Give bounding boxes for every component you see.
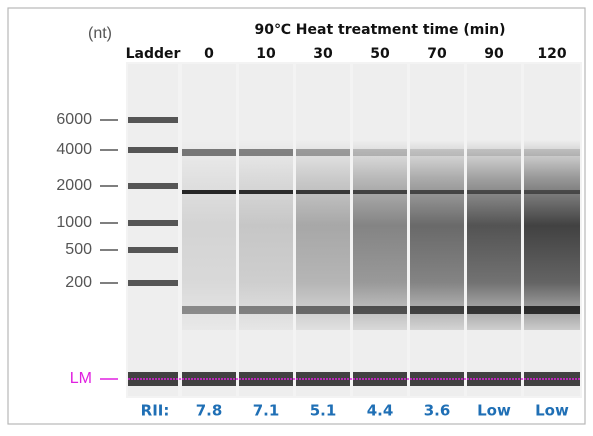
band-28s (467, 149, 521, 156)
band-low (467, 306, 521, 314)
rin-label: RII: (141, 402, 170, 420)
title: 90℃ Heat treatment time (min) (255, 22, 506, 38)
band-low (239, 306, 293, 314)
rin-value: 3.6 (424, 402, 451, 420)
size-label: 2000 (56, 177, 92, 194)
band-low (182, 306, 236, 314)
smear (239, 140, 293, 330)
lane-label: 0 (204, 46, 214, 62)
band-18s (467, 190, 521, 194)
band-28s (410, 149, 464, 156)
ladder-band (128, 117, 178, 123)
size-label: 500 (65, 241, 92, 258)
ladder-band (128, 280, 178, 286)
band-18s (239, 190, 293, 194)
band-18s (524, 190, 580, 194)
band-low (524, 306, 580, 314)
smear (524, 140, 580, 330)
smear (410, 140, 464, 330)
rin-value: 4.4 (367, 402, 394, 420)
band-low (410, 306, 464, 314)
size-label: 6000 (56, 111, 92, 128)
smear (182, 140, 236, 330)
band-28s (353, 149, 407, 156)
band-18s (182, 190, 236, 194)
lane-label: 70 (427, 46, 447, 62)
ladder-band (128, 220, 178, 226)
rin-value: 7.1 (253, 402, 280, 420)
band-18s (353, 190, 407, 194)
ladder-band (128, 183, 178, 189)
band-18s (410, 190, 464, 194)
lane-label: 10 (256, 46, 276, 62)
size-label: 200 (65, 274, 92, 291)
band-28s (182, 149, 236, 156)
rin-value: 5.1 (310, 402, 337, 420)
ladder-band (128, 247, 178, 253)
smear (467, 140, 521, 330)
lane (128, 64, 178, 396)
lm-label: LM (70, 370, 92, 387)
band-28s (296, 149, 350, 156)
rin-value: Low (535, 402, 569, 420)
rin-value: 7.8 (196, 402, 223, 420)
lane-label: 90 (484, 46, 504, 62)
band-low (296, 306, 350, 314)
smear (296, 140, 350, 330)
ladder-band (128, 147, 178, 153)
lane-label: 120 (537, 46, 566, 62)
rin-value: Low (477, 402, 511, 420)
band-28s (239, 149, 293, 156)
band-18s (296, 190, 350, 194)
smear (353, 140, 407, 330)
band-low (353, 306, 407, 314)
size-label: 4000 (56, 141, 92, 158)
size-label: 1000 (56, 214, 92, 231)
lane-label: 50 (370, 46, 390, 62)
unit-label: (nt) (88, 25, 112, 42)
lane-label: 30 (313, 46, 333, 62)
lane-label: Ladder (126, 46, 181, 62)
band-28s (524, 149, 580, 156)
